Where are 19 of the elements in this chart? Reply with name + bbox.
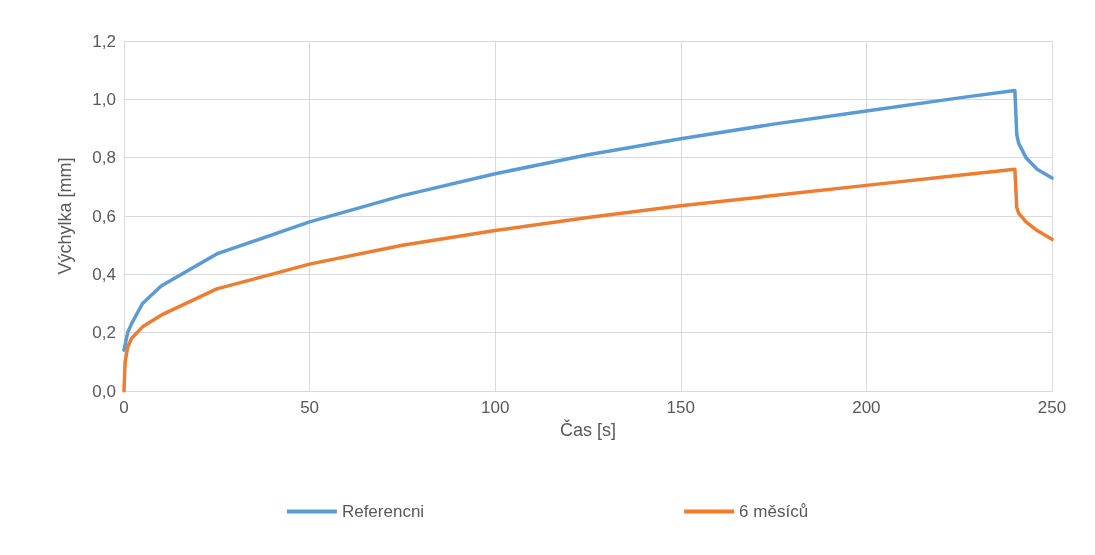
legend-label: 6 měsíců	[739, 502, 809, 521]
y-tick-label: 0,0	[92, 381, 116, 401]
x-tick-label: 200	[852, 398, 881, 417]
x-tick-label: 250	[1037, 398, 1067, 417]
y-tick-label: 0,6	[92, 206, 116, 226]
line-series	[122, 167, 1054, 393]
legend-label: Referencni	[341, 502, 425, 521]
y-axis-title: Výchylka [mm]	[55, 157, 75, 275]
x-tick-label: 0	[119, 398, 129, 417]
x-tick-label: 150	[666, 398, 695, 417]
y-tick-label: 0,4	[92, 264, 116, 284]
y-tick-label: 1,0	[92, 89, 116, 109]
y-tick-label: 0,2	[92, 323, 116, 343]
line-series	[122, 88, 1054, 352]
x-tick-label: 100	[481, 398, 510, 417]
y-tick-label: 0,8	[92, 148, 116, 168]
x-axis-title: Čas [s]	[559, 418, 617, 440]
x-tick-label: 50	[300, 398, 320, 417]
y-tick-label: 1,2	[92, 31, 116, 51]
